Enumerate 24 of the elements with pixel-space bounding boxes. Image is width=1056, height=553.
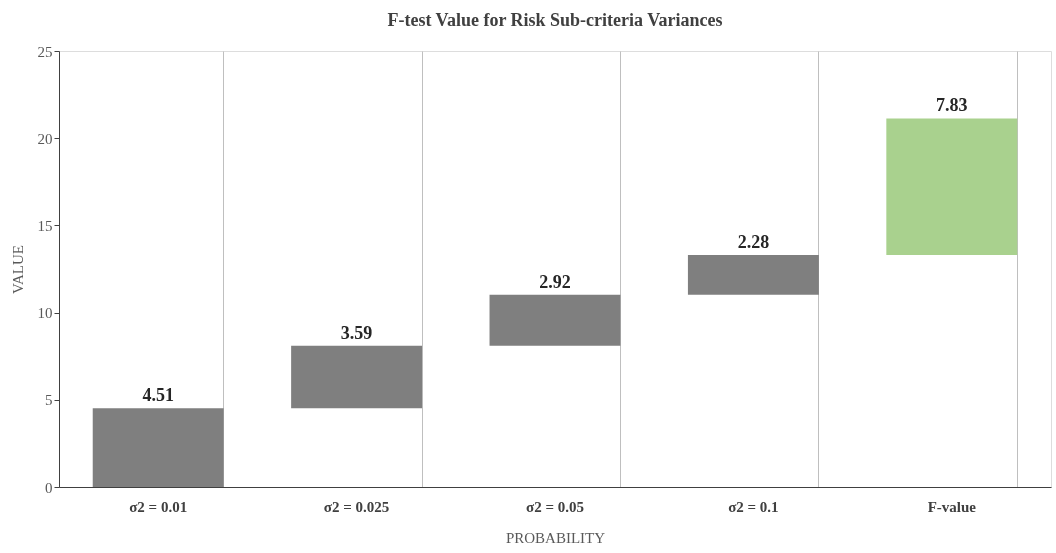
y-tick-label: 10: [37, 305, 53, 322]
chart-title: F-test Value for Risk Sub-criteria Variances: [387, 10, 723, 30]
y-tick-label: 15: [37, 217, 53, 234]
x-axis-title: PROBABILITY: [505, 529, 606, 546]
data-label: 2.28: [737, 232, 770, 253]
x-tick-label: σ2 = 0.1: [728, 498, 779, 515]
bar: [886, 118, 1018, 256]
y-tick-label: 5: [45, 392, 53, 409]
x-tick-label: σ2 = 0.01: [129, 498, 188, 515]
data-label: 3.59: [340, 322, 373, 343]
data-label: 7.83: [936, 95, 968, 116]
y-axis-title: VALUE: [9, 245, 26, 294]
bar: [687, 255, 819, 295]
data-label: 4.51: [142, 385, 174, 406]
y-tick-label: 20: [37, 130, 53, 147]
x-tick-label: F-value: [927, 498, 977, 515]
x-tick-label: σ2 = 0.025: [323, 498, 390, 515]
bar: [291, 345, 423, 409]
x-tick-label: σ2 = 0.05: [526, 498, 584, 515]
bar: [489, 294, 621, 346]
y-tick-label: 25: [37, 43, 53, 60]
data-label: 2.92: [539, 271, 571, 292]
bar: [92, 408, 224, 487]
y-tick-label: 0: [45, 479, 53, 496]
